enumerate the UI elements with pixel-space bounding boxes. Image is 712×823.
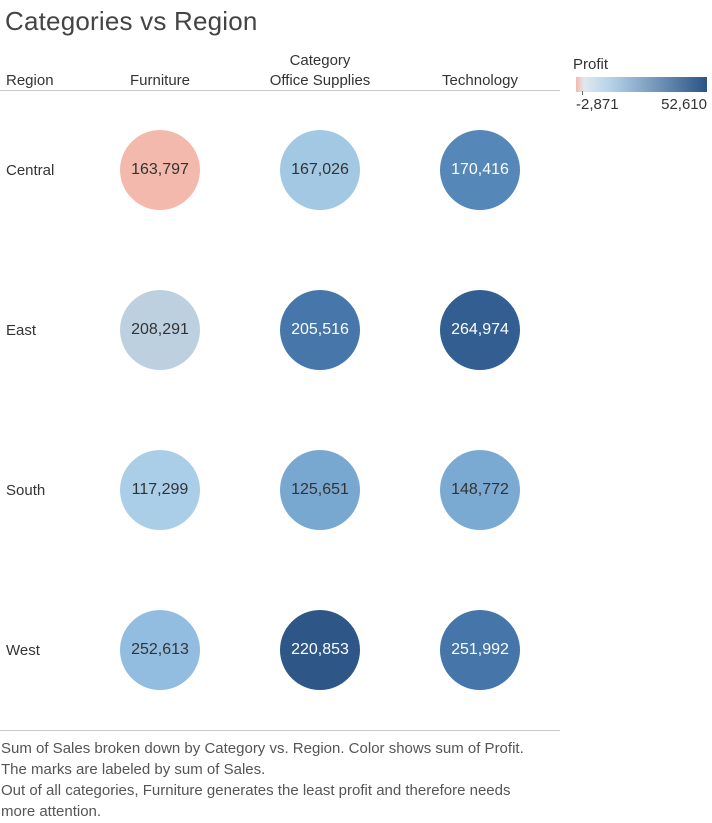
row-label-west[interactable]: West [6, 642, 40, 659]
caption-line-4: more attention. [1, 803, 102, 820]
column-header-furniture[interactable]: Furniture [129, 72, 191, 89]
chart-title: Categories vs Region [5, 6, 258, 36]
mark-south-furniture[interactable]: 117,299 [120, 450, 200, 530]
mark-south-technology[interactable]: 148,772 [440, 450, 520, 530]
mark-central-office-supplies[interactable]: 167,026 [280, 130, 360, 210]
mark-west-office-supplies[interactable]: 220,853 [280, 610, 360, 690]
mark-central-technology[interactable]: 170,416 [440, 130, 520, 210]
row-label-central[interactable]: Central [6, 162, 55, 179]
mark-east-furniture[interactable]: 208,291 [120, 290, 200, 370]
mark-south-office-supplies[interactable]: 125,651 [280, 450, 360, 530]
legend-min-label: -2,871 [576, 96, 619, 113]
column-header-technology[interactable]: Technology [442, 72, 518, 89]
caption-line-3: Out of all categories, Furniture generat… [1, 782, 511, 799]
mark-east-office-supplies[interactable]: 205,516 [280, 290, 360, 370]
mark-central-furniture[interactable]: 163,797 [120, 130, 200, 210]
row-label-east[interactable]: East [6, 322, 37, 339]
caption-line-1: Sum of Sales broken down by Category vs.… [1, 740, 524, 757]
column-dimension-header: Category [289, 52, 351, 69]
column-header-office-supplies[interactable]: Office Supplies [269, 72, 371, 89]
row-dimension-header: Region [6, 72, 54, 89]
row-label-south[interactable]: South [6, 482, 46, 499]
mark-east-technology[interactable]: 264,974 [440, 290, 520, 370]
mark-west-furniture[interactable]: 252,613 [120, 610, 200, 690]
caption-divider [0, 730, 560, 731]
mark-west-technology[interactable]: 251,992 [440, 610, 520, 690]
legend-color-ramp [576, 77, 707, 92]
legend-title: Profit [573, 56, 609, 73]
legend-max-label: 52,610 [661, 96, 707, 113]
legend-zero-tick [582, 91, 583, 95]
header-divider [0, 90, 560, 91]
caption-line-2: The marks are labeled by sum of Sales. [1, 761, 266, 778]
